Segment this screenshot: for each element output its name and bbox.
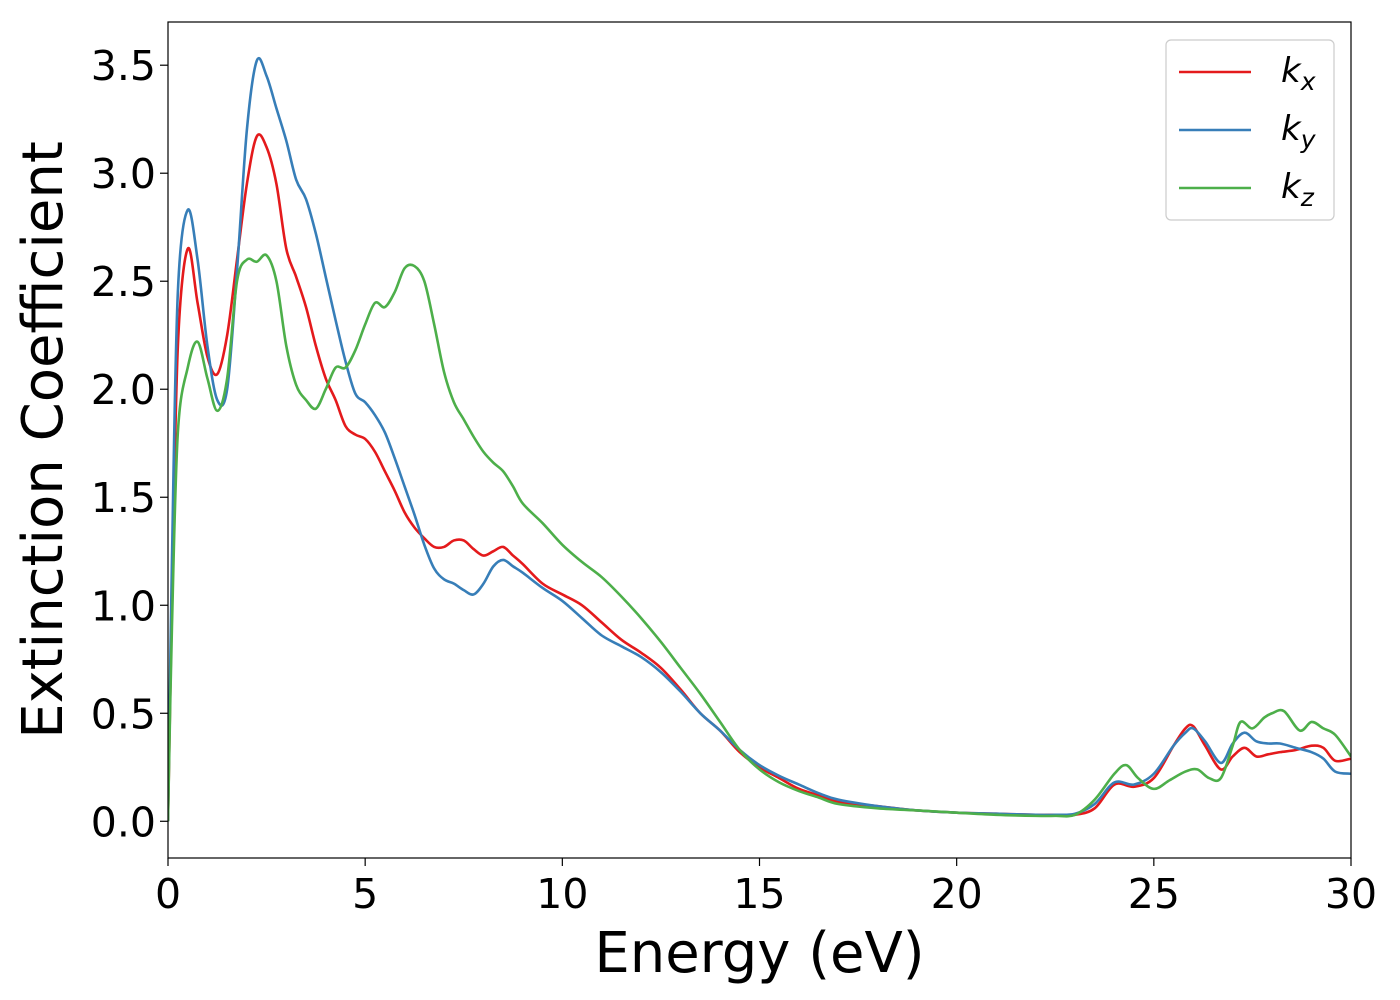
y-tick-label: 3.5 <box>91 42 156 90</box>
legend-label-base: k <box>1281 167 1302 207</box>
x-tick-label: 0 <box>155 870 181 918</box>
series-line-ky <box>168 57 1351 822</box>
plot-area <box>168 57 1351 822</box>
y-tick-label: 1.0 <box>91 582 156 630</box>
x-tick-label: 20 <box>931 870 983 918</box>
y-tick-label: 0.0 <box>91 798 156 846</box>
x-tick-label: 15 <box>733 870 785 918</box>
x-axis-ticks: 0 5 10 15 20 25 30 <box>155 858 1377 918</box>
legend-label-kz: kz <box>1281 167 1315 212</box>
legend-label-ky: ky <box>1281 109 1317 154</box>
y-tick-label: 2.5 <box>91 258 156 306</box>
series-line-kz <box>168 253 1351 822</box>
series-line-kx <box>168 133 1351 822</box>
plot-frame <box>167 21 1352 859</box>
y-tick-label: 2.0 <box>91 366 156 414</box>
y-axis-label: Extinction Coefficient <box>11 141 76 739</box>
legend-label-subscript: z <box>1300 183 1315 212</box>
x-tick-label: 30 <box>1325 870 1377 918</box>
y-tick-label: 0.5 <box>91 690 156 738</box>
y-tick-label: 1.5 <box>91 474 156 522</box>
x-axis-label: Energy (eV) <box>594 921 924 986</box>
legend-label-base: k <box>1281 51 1302 91</box>
legend-label-base: k <box>1281 109 1302 149</box>
legend-label-kx: kx <box>1281 51 1316 96</box>
y-axis-ticks: 0.0 0.5 1.0 1.5 2.0 2.5 3.0 3.5 <box>91 42 168 846</box>
legend-label-subscript: x <box>1300 67 1316 96</box>
x-tick-label: 25 <box>1128 870 1180 918</box>
legend-label-subscript: y <box>1300 125 1317 154</box>
x-tick-label: 5 <box>352 870 378 918</box>
x-tick-label: 10 <box>536 870 588 918</box>
y-tick-label: 3.0 <box>91 150 156 198</box>
